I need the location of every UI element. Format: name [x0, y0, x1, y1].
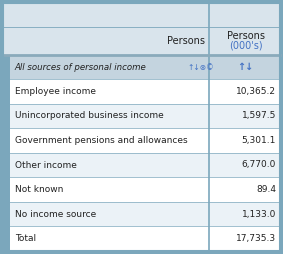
- Text: 17,735.3: 17,735.3: [236, 234, 276, 243]
- Bar: [3, 153, 280, 177]
- Text: Total: Total: [15, 234, 36, 243]
- Text: Other income: Other income: [15, 161, 77, 169]
- Bar: [3, 27, 280, 55]
- Bar: [3, 104, 280, 128]
- Text: Unincorporated business income: Unincorporated business income: [15, 111, 164, 120]
- Bar: [3, 202, 280, 226]
- Text: Persons: Persons: [227, 31, 265, 41]
- Text: Government pensions and allowances: Government pensions and allowances: [15, 136, 188, 145]
- Text: 89.4: 89.4: [256, 185, 276, 194]
- Text: 1,597.5: 1,597.5: [242, 111, 276, 120]
- Bar: [3, 226, 280, 251]
- Text: Persons: Persons: [167, 36, 205, 46]
- Bar: [3, 79, 280, 104]
- Text: 10,365.2: 10,365.2: [236, 87, 276, 96]
- Text: No income source: No income source: [15, 210, 96, 219]
- Text: 1,133.0: 1,133.0: [242, 210, 276, 219]
- Bar: [3, 55, 10, 251]
- Text: (000's): (000's): [229, 41, 263, 51]
- Text: ↑↓⊗©: ↑↓⊗©: [187, 62, 214, 71]
- Text: All sources of personal income: All sources of personal income: [14, 62, 146, 71]
- Bar: [3, 128, 280, 153]
- Bar: [3, 55, 280, 79]
- Text: 5,301.1: 5,301.1: [242, 136, 276, 145]
- Text: ↑↓: ↑↓: [237, 62, 254, 72]
- Bar: [3, 177, 280, 202]
- Text: Not known: Not known: [15, 185, 63, 194]
- Bar: [3, 3, 280, 27]
- Text: Employee income: Employee income: [15, 87, 96, 96]
- Text: 6,770.0: 6,770.0: [242, 161, 276, 169]
